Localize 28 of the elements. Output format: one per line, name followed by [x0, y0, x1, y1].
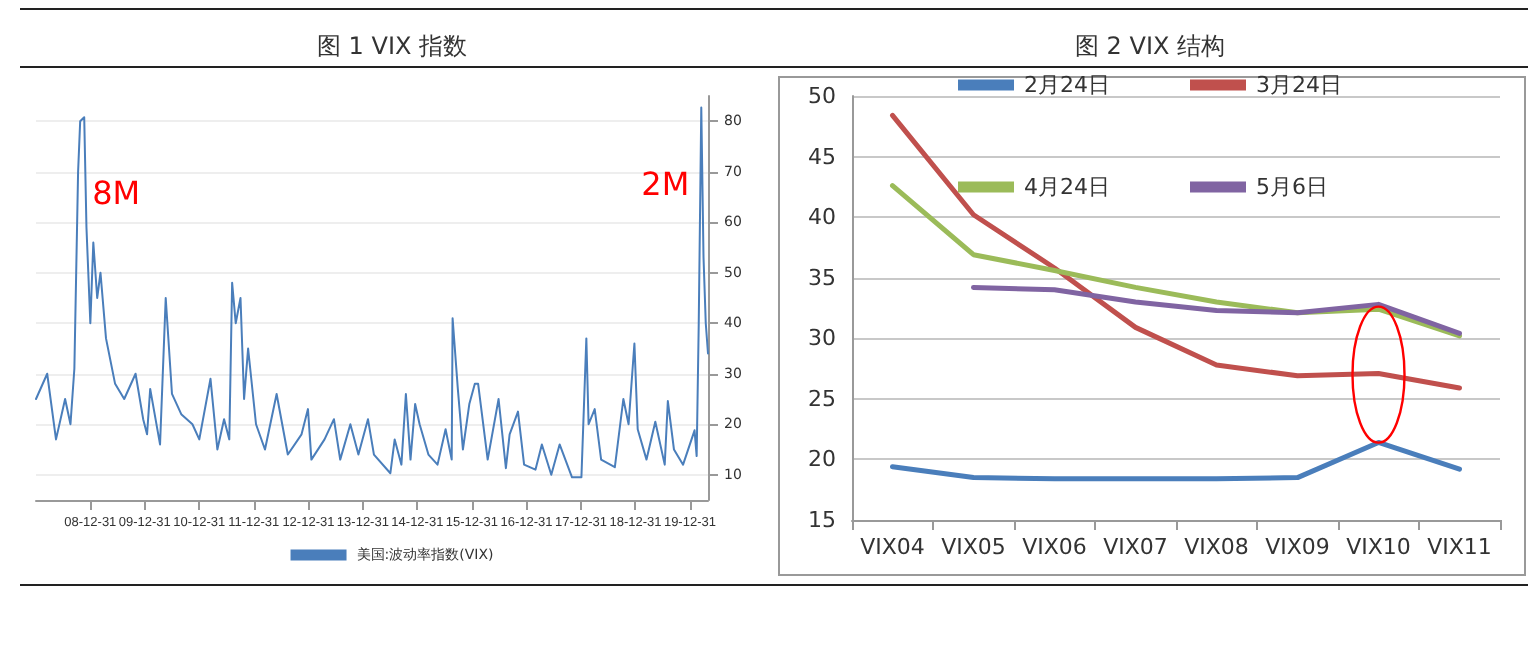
legend-label: 3月24日 [1256, 72, 1342, 98]
x-tick-label: VIX06 [1022, 534, 1087, 560]
y-tick-label: 30 [808, 325, 836, 352]
annotation: 8M [92, 174, 141, 213]
x-tick-label: VIX08 [1184, 534, 1249, 560]
legend-label: 4月24日 [1024, 174, 1111, 200]
annotation: 2M [641, 164, 690, 203]
y-tick-label: 50 [808, 83, 836, 109]
x-tick-label: VIX04 [860, 534, 925, 560]
y-tick-label: 20 [808, 446, 836, 473]
y-tick-label: 15 [808, 507, 836, 533]
x-tick-label: VIX07 [1103, 534, 1168, 560]
y-tick-label: 25 [808, 385, 836, 412]
chart-title: 图 1 VIX 指数 [316, 32, 468, 60]
legend-label: 2月24日 [1024, 72, 1111, 98]
line-series [35, 106, 709, 479]
chart-title: 图 2 VIX 结构 [1074, 32, 1226, 60]
y-tick-label: 45 [808, 143, 836, 170]
x-tick-label: VIX10 [1346, 534, 1411, 560]
legend-label: 5月6日 [1256, 174, 1328, 200]
x-tick-label: VIX09 [1265, 534, 1330, 560]
x-tick-label: VIX05 [941, 534, 1006, 560]
x-tick-label: VIX11 [1427, 534, 1492, 560]
y-tick-label: 35 [808, 264, 836, 291]
line-series [890, 112, 1462, 391]
line-series [890, 439, 1462, 482]
y-tick-label: 40 [808, 204, 836, 231]
line-series [971, 284, 1462, 336]
